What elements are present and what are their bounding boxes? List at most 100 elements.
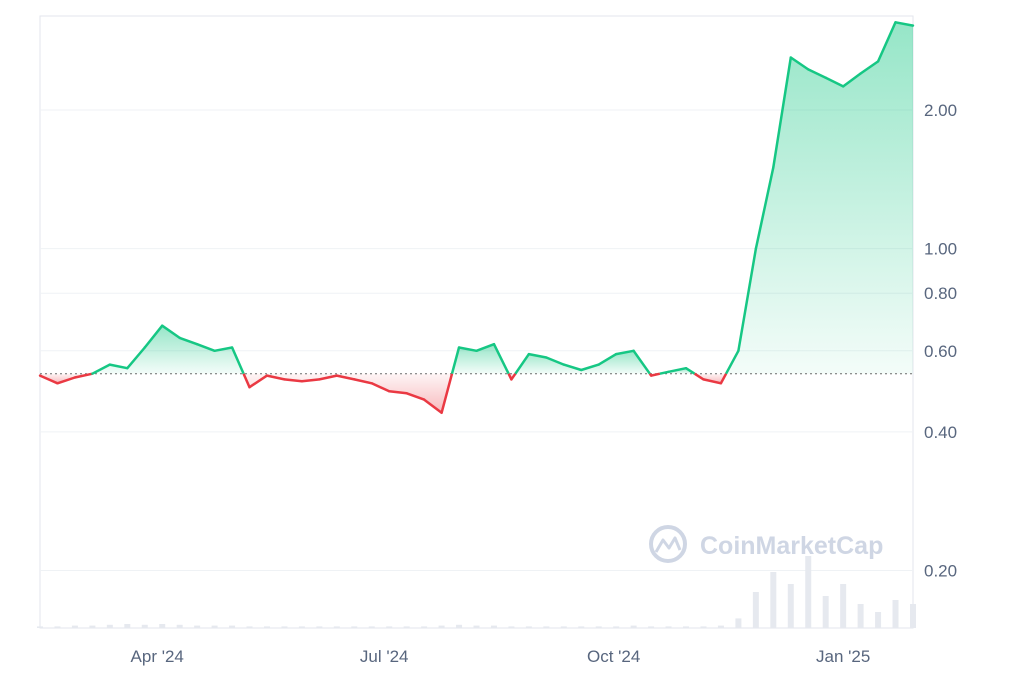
area-above-baseline xyxy=(452,344,509,374)
y-tick-label: 0.80 xyxy=(924,284,957,303)
y-tick-label: 0.40 xyxy=(924,423,957,442)
y-tick-label: 2.00 xyxy=(924,101,957,120)
volume-bar xyxy=(857,604,864,628)
volume-bar xyxy=(525,626,532,628)
volume-bar xyxy=(683,626,690,628)
volume-bar xyxy=(54,626,61,628)
volume-bar xyxy=(421,626,428,628)
volume-bar xyxy=(595,626,602,628)
x-tick-label: Oct '24 xyxy=(587,647,640,666)
volume-bar xyxy=(263,626,270,628)
price-point xyxy=(911,24,915,27)
y-axis-ticks: 2.00 1.00 0.80 0.60 0.40 0.20 xyxy=(924,101,957,580)
price-point xyxy=(265,374,269,377)
price-point xyxy=(300,380,304,383)
price-point xyxy=(737,349,740,352)
price-line-up xyxy=(91,324,245,375)
price-point xyxy=(38,374,42,377)
volume-bar xyxy=(805,556,812,628)
volume-bar xyxy=(246,626,253,628)
price-point xyxy=(422,398,426,401)
price-point xyxy=(859,72,862,75)
price-point xyxy=(161,324,164,327)
volume-bar xyxy=(490,625,497,628)
price-point xyxy=(230,346,234,349)
volume-bar xyxy=(281,626,288,628)
coinmarketcap-logo-icon xyxy=(649,525,687,563)
volume-bar xyxy=(403,626,410,628)
price-point xyxy=(91,372,94,375)
x-tick-label: Jan '25 xyxy=(816,647,870,666)
volume-bar xyxy=(560,626,567,628)
watermark: CoinMarketCap xyxy=(649,525,883,563)
price-point xyxy=(475,349,478,352)
volume-bar xyxy=(194,625,201,628)
volume-bar xyxy=(298,626,305,628)
volume-bar xyxy=(351,626,358,628)
price-point xyxy=(772,166,775,169)
volume-bar xyxy=(735,618,742,628)
volume-bar xyxy=(578,626,585,628)
price-point xyxy=(283,378,286,381)
price-line-down xyxy=(693,372,728,385)
price-point xyxy=(824,76,827,79)
volume-bar xyxy=(229,625,236,628)
volume-bar xyxy=(106,624,113,628)
price-point xyxy=(492,343,496,346)
price-point xyxy=(353,378,356,381)
watermark-text: CoinMarketCap xyxy=(700,532,883,560)
volume-bar xyxy=(37,626,43,628)
price-lines xyxy=(38,21,915,415)
price-point xyxy=(841,85,845,88)
price-point xyxy=(597,363,600,366)
price-point xyxy=(807,68,810,71)
price-point xyxy=(894,21,897,24)
volume-bar xyxy=(89,625,96,628)
price-point xyxy=(178,336,181,340)
price-point xyxy=(545,356,548,359)
volume-bar xyxy=(124,624,131,628)
area-above-baseline xyxy=(92,325,244,374)
volume-bar xyxy=(665,626,672,628)
y-tick-label: 0.60 xyxy=(924,342,957,361)
price-point xyxy=(126,366,129,370)
x-axis-ticks: Apr '24 Jul '24 Oct '24 Jan '25 xyxy=(131,647,871,666)
price-point xyxy=(335,374,339,377)
price-point xyxy=(510,378,513,381)
price-point xyxy=(684,366,688,370)
price-point xyxy=(789,56,792,59)
volume-bar xyxy=(752,592,759,628)
volume-bar xyxy=(211,625,218,628)
volume-bar xyxy=(473,625,480,628)
price-point xyxy=(649,374,653,377)
volume-bar xyxy=(892,600,899,628)
price-point xyxy=(719,382,723,385)
y-tick-label: 0.20 xyxy=(924,561,957,580)
volume-bars xyxy=(37,556,916,628)
price-point xyxy=(667,370,670,374)
price-point xyxy=(318,378,321,381)
price-point xyxy=(562,363,565,366)
volume-bar xyxy=(456,624,463,628)
price-point xyxy=(73,376,77,379)
price-point xyxy=(143,346,146,349)
price-point xyxy=(632,349,635,352)
area-above-baseline xyxy=(515,350,650,374)
volume-bar xyxy=(368,626,375,628)
volume-bar xyxy=(141,624,148,628)
x-tick-label: Jul '24 xyxy=(360,647,409,666)
volume-bar xyxy=(316,626,323,628)
volume-bar xyxy=(770,572,777,628)
x-tick-label: Apr '24 xyxy=(131,647,184,666)
price-line-up xyxy=(659,366,696,375)
price-point xyxy=(56,382,59,385)
area-below-baseline xyxy=(243,373,452,413)
volume-bar xyxy=(613,626,620,628)
volume-bar xyxy=(910,604,916,628)
price-point xyxy=(440,411,443,414)
price-point xyxy=(108,363,112,366)
volume-bar xyxy=(333,626,340,628)
y-tick-label: 1.00 xyxy=(924,240,957,259)
price-point xyxy=(405,392,408,395)
